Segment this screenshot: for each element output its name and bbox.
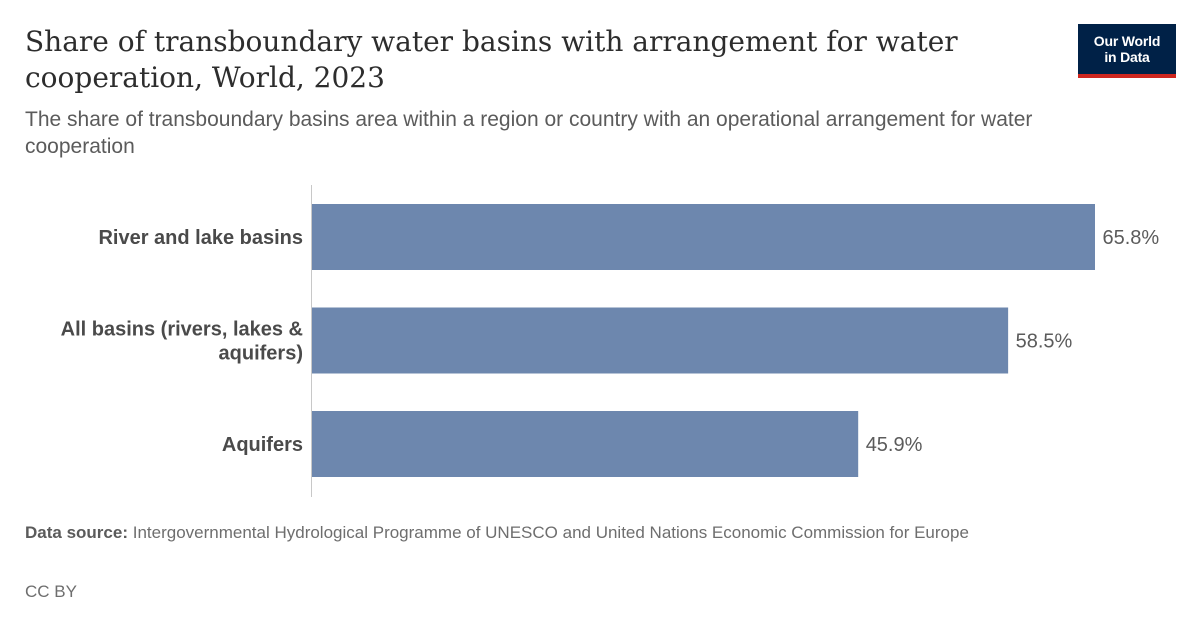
category-label: All basins (rivers, lakes & aquifers) — [61, 319, 303, 365]
bar-chart: 65.8% River and lake basins 58.5% All basin… — [61, 185, 1160, 497]
chart-title: Share of transboundary water basins with… — [25, 25, 958, 94]
bar[interactable] — [312, 307, 1009, 374]
chart-subtitle: The share of transboundary basins area w… — [25, 108, 1033, 158]
bar-value-label: 45.9% — [866, 434, 923, 456]
bar[interactable] — [312, 204, 1095, 270]
owid-logo[interactable]: Our World in Data — [1078, 24, 1176, 78]
bar-value-label: 58.5% — [1016, 331, 1073, 353]
category-label: Aquifers — [222, 434, 303, 456]
data-source: Data source: Intergovernmental Hydrologi… — [25, 521, 1135, 545]
category-label: River and lake basins — [98, 227, 303, 249]
license-link[interactable]: CC BY — [25, 582, 77, 601]
data-source-label: Data source: — [25, 523, 128, 542]
bar-value-label: 65.8% — [1103, 227, 1160, 249]
logo-line-1: Our World — [1093, 33, 1161, 49]
logo-line-2: in Data — [1104, 48, 1150, 65]
data-source-text: Intergovernmental Hydrological Programme… — [132, 523, 969, 542]
bar[interactable] — [312, 411, 859, 477]
